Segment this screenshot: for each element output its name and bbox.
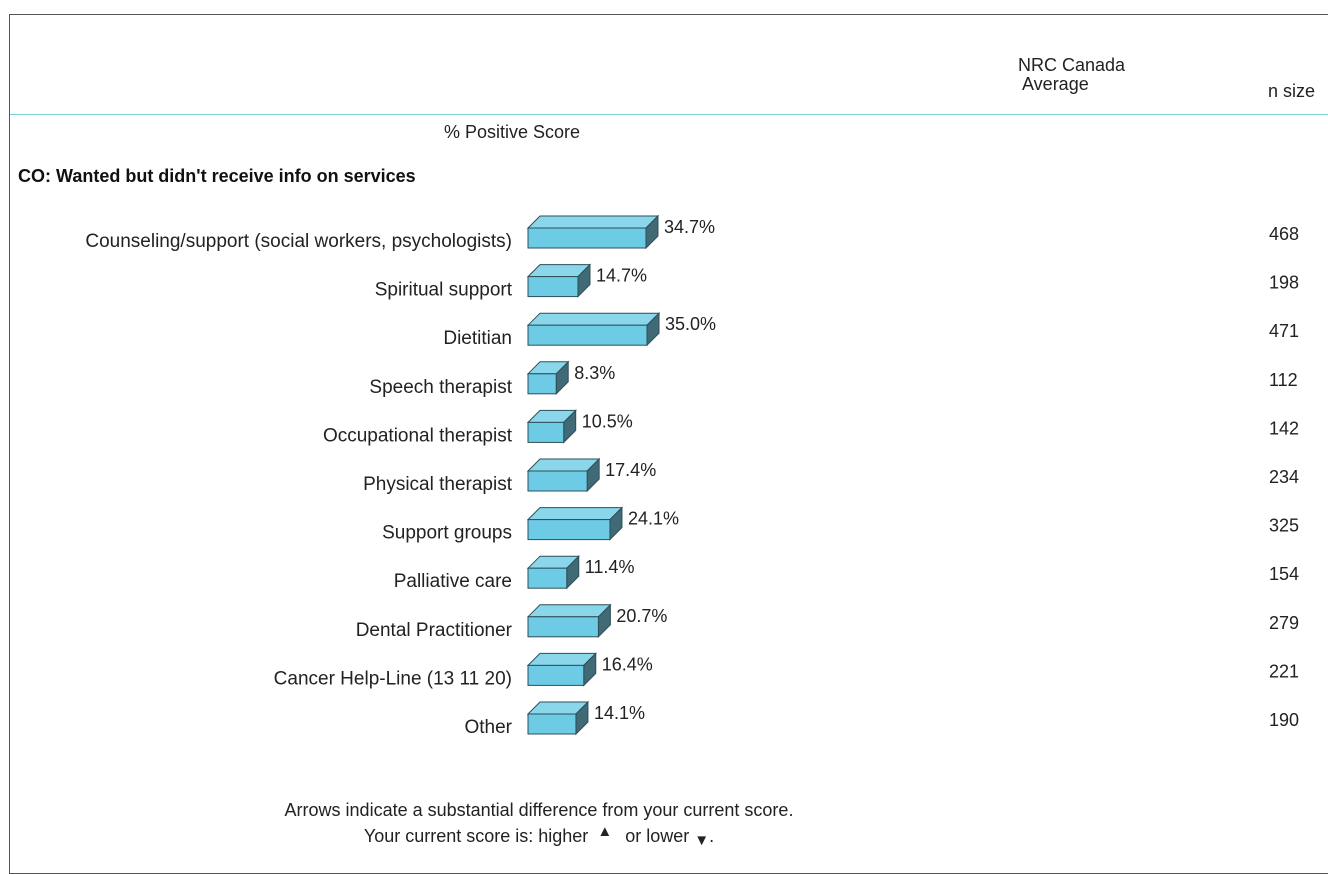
bar-group	[526, 214, 660, 250]
section-title: CO: Wanted but didn't receive info on se…	[18, 166, 416, 186]
n-size-value: 279	[1269, 613, 1299, 633]
bar	[527, 421, 565, 443]
bar-group	[526, 700, 590, 736]
value-label: 16.4%	[602, 654, 653, 674]
footer-legend-prefix: Your current score is: higher	[363, 826, 589, 846]
bar	[527, 470, 588, 492]
category-label: Dental Practitioner	[356, 620, 513, 641]
bar-chart: Counseling/support (social workers, psyc…	[85, 214, 1299, 738]
bar-top-face	[526, 604, 612, 618]
n-size-value: 221	[1269, 661, 1299, 681]
category-label: Palliative care	[394, 571, 512, 592]
value-label: 35.0%	[665, 314, 716, 334]
n-size-value: 468	[1269, 224, 1299, 244]
bar	[527, 276, 579, 298]
bar	[527, 324, 648, 346]
n-size-value: 198	[1269, 273, 1299, 293]
bar-group	[526, 457, 601, 493]
value-label: 20.7%	[616, 606, 667, 626]
value-label: 11.4%	[585, 557, 635, 577]
bar	[527, 227, 647, 249]
value-label: 34.7%	[664, 217, 715, 237]
bar	[527, 519, 611, 541]
value-label: 14.1%	[594, 703, 645, 723]
down-arrow-icon: ▼	[694, 832, 710, 849]
category-label: Spiritual support	[375, 280, 513, 301]
up-arrow-icon: ▲	[597, 823, 613, 840]
category-label: Counseling/support (social workers, psyc…	[85, 231, 512, 252]
bar-group	[526, 263, 592, 298]
nrc-average-header-line2: Average	[1022, 74, 1089, 94]
n-size-header: n size	[1268, 81, 1316, 101]
bar	[527, 616, 599, 638]
value-label: 10.5%	[582, 411, 633, 431]
category-label: Cancer Help-Line (13 11 20)	[274, 668, 512, 689]
percent-positive-heading: % Positive Score	[444, 122, 581, 142]
n-size-value: 471	[1269, 321, 1299, 341]
category-label: Dietitian	[443, 328, 512, 349]
n-size-value: 325	[1269, 516, 1299, 536]
bar-group	[526, 652, 597, 687]
category-label: Occupational therapist	[323, 425, 513, 446]
n-size-value: 112	[1269, 370, 1298, 390]
footer-legend: Your current score is: higher ▲ or lower…	[0, 823, 1078, 849]
nrc-average-header-line1: NRC Canada	[1018, 55, 1126, 75]
nrc-average-header: NRC Canada Average	[1018, 56, 1178, 94]
bar-top-face	[526, 312, 661, 326]
bar-top-face	[526, 507, 624, 521]
bar-top-face	[526, 215, 660, 229]
bar-group	[526, 506, 624, 541]
bar-group	[526, 603, 612, 639]
value-label: 14.7%	[596, 266, 647, 286]
bar	[527, 713, 577, 735]
bar	[527, 567, 568, 589]
value-label: 24.1%	[628, 509, 679, 529]
header-divider	[10, 114, 1328, 115]
footer-legend-mid: or lower	[625, 826, 690, 846]
footer-note: Arrows indicate a substantial difference…	[284, 800, 794, 820]
bar	[527, 664, 585, 686]
category-label: Speech therapist	[369, 377, 512, 398]
bar-group	[526, 360, 570, 396]
category-label: Physical therapist	[363, 474, 513, 495]
footer-legend-end: .	[709, 826, 715, 846]
bar-group	[526, 409, 577, 444]
n-size-value: 234	[1269, 467, 1299, 487]
bar	[527, 373, 557, 395]
value-label: 8.3%	[574, 363, 615, 383]
bar-group	[526, 554, 580, 590]
category-label: Support groups	[382, 523, 512, 544]
category-label: Other	[464, 717, 512, 738]
n-size-value: 190	[1269, 710, 1299, 730]
value-label: 17.4%	[605, 460, 656, 480]
n-size-value: 142	[1269, 418, 1299, 438]
n-size-value: 154	[1269, 564, 1299, 584]
bar-group	[526, 311, 661, 347]
